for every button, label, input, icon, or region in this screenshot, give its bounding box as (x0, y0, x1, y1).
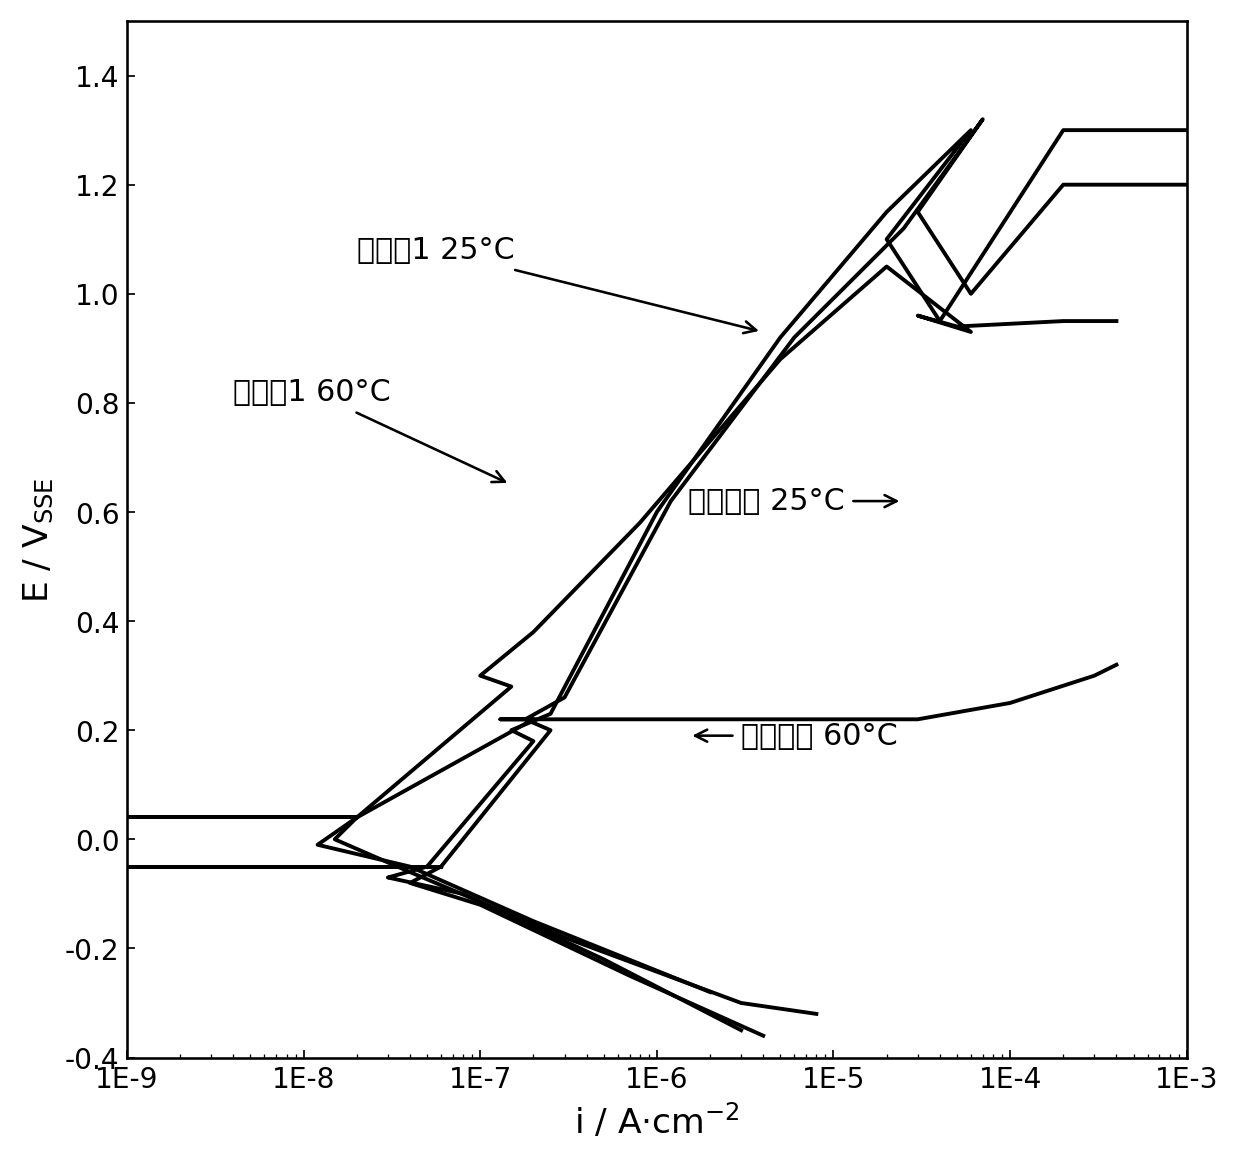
Text: 实施例1 60°C: 实施例1 60°C (233, 378, 505, 482)
Text: 实施例1 25°C: 实施例1 25°C (357, 236, 756, 333)
Text: 硝酸钝化 60°C: 硝酸钝化 60°C (696, 722, 898, 751)
X-axis label: i / A·cm$^{-2}$: i / A·cm$^{-2}$ (574, 1102, 740, 1140)
Text: 硝酸钝化 25°C: 硝酸钝化 25°C (688, 487, 897, 516)
Y-axis label: E / V$_\mathrm{SSE}$: E / V$_\mathrm{SSE}$ (21, 476, 56, 602)
